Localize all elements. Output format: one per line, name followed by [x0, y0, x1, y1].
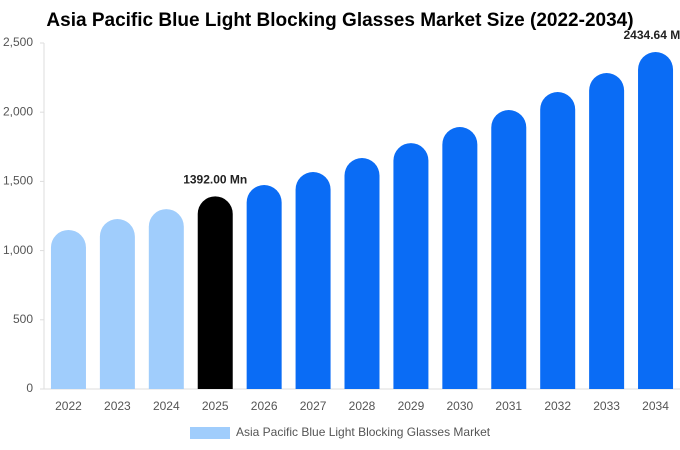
x-tick-label: 2027 — [300, 399, 327, 413]
x-tick-label: 2022 — [55, 399, 82, 413]
bar — [99, 219, 135, 389]
bar — [344, 158, 380, 389]
bar — [393, 143, 429, 389]
bar — [246, 184, 282, 389]
x-tick-label: 2028 — [349, 399, 376, 413]
x-tick-label: 2032 — [544, 399, 571, 413]
x-tick-label: 2026 — [251, 399, 278, 413]
bar — [589, 73, 625, 389]
x-tick-label: 2024 — [153, 399, 180, 413]
data-label: 1392.00 Mn — [183, 173, 247, 187]
x-tick-label: 2030 — [446, 399, 473, 413]
y-tick-label: 500 — [13, 312, 33, 326]
x-tick-label: 2025 — [202, 399, 229, 413]
y-tick-label: 2,000 — [3, 104, 33, 118]
chart-title: Asia Pacific Blue Light Blocking Glasses… — [46, 10, 633, 31]
legend-label: Asia Pacific Blue Light Blocking Glasses… — [236, 425, 491, 439]
data-label: 2434.64 Mn — [624, 28, 680, 42]
bar — [197, 196, 233, 389]
bar — [50, 229, 86, 389]
bar — [491, 109, 527, 390]
bar — [540, 91, 576, 390]
x-tick-label: 2031 — [495, 399, 522, 413]
x-tick-label: 2034 — [642, 399, 669, 413]
y-tick-label: 1,000 — [3, 243, 33, 257]
bar — [638, 52, 674, 389]
legend-swatch — [190, 427, 230, 439]
x-tick-label: 2029 — [398, 399, 425, 413]
y-tick-label: 2,500 — [3, 35, 33, 49]
bar — [442, 127, 478, 390]
bar — [148, 209, 184, 389]
x-tick-label: 2033 — [593, 399, 620, 413]
bar — [295, 171, 331, 389]
y-tick-label: 1,500 — [3, 174, 33, 188]
x-tick-label: 2023 — [104, 399, 131, 413]
y-tick-label: 0 — [26, 381, 33, 395]
